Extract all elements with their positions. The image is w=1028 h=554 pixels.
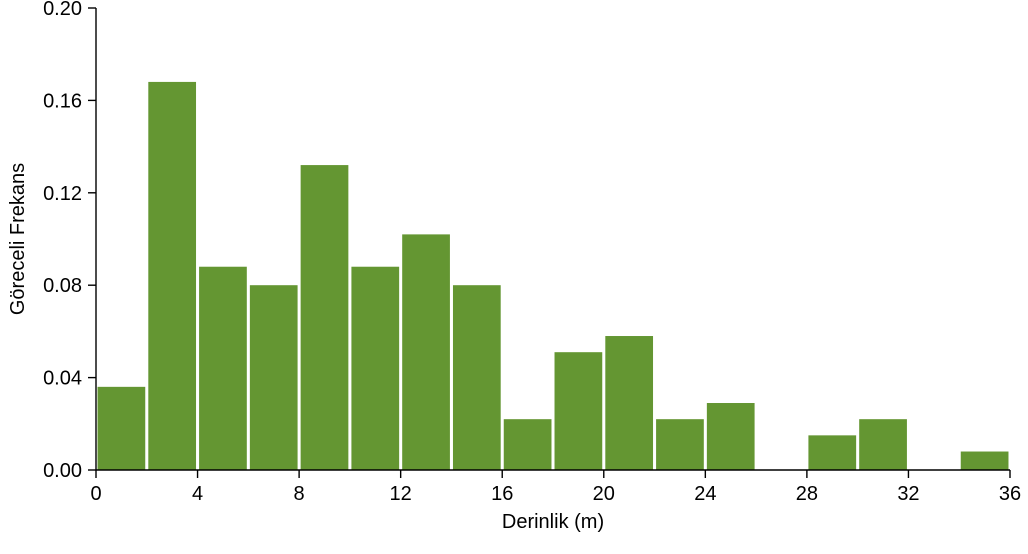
- histogram-bar: [250, 285, 298, 470]
- histogram-bar: [707, 403, 755, 470]
- histogram-bar: [148, 82, 196, 470]
- histogram-bar: [301, 165, 349, 470]
- x-tick-label: 20: [593, 483, 615, 505]
- x-tick-label: 32: [897, 483, 919, 505]
- histogram-bar: [808, 435, 856, 470]
- histogram-bar: [504, 419, 552, 470]
- histogram-bar: [656, 419, 704, 470]
- y-tick-label: 0.08: [43, 275, 82, 297]
- histogram-bar: [98, 387, 146, 470]
- histogram-chart: 0 4 8 12 16 20 24 28 32 36 0.00 0.04 0.08 0.12 0.16 0.2…: [0, 0, 1028, 554]
- x-tick-label: 4: [192, 483, 203, 505]
- x-tick-label: 36: [999, 483, 1021, 505]
- y-tick-label: 0.12: [43, 183, 82, 205]
- histogram-bar: [402, 234, 450, 470]
- histogram-bar: [605, 336, 653, 470]
- y-tick-label: 0.04: [43, 368, 82, 390]
- histogram-bar: [453, 285, 501, 470]
- x-tick-label: 0: [90, 483, 101, 505]
- histogram-bar: [555, 352, 603, 470]
- chart-svg: 0 4 8 12 16 20 24 28 32 36 0.00 0.04 0.08 0.12 0.16 0.2…: [0, 0, 1028, 554]
- y-axis-title: Göreceli Frekans: [7, 163, 29, 315]
- histogram-bar: [199, 267, 247, 470]
- y-tick-label: 0.16: [43, 90, 82, 112]
- x-tick-label: 16: [491, 483, 513, 505]
- x-tick-label: 12: [390, 483, 412, 505]
- x-tick-label: 8: [294, 483, 305, 505]
- y-tick-label: 0.20: [43, 0, 82, 20]
- x-axis-title: Derinlik (m): [502, 511, 604, 533]
- y-tick-label: 0.00: [43, 460, 82, 482]
- histogram-bar: [351, 267, 399, 470]
- x-tick-label: 24: [694, 483, 716, 505]
- x-tick-label: 28: [796, 483, 818, 505]
- histogram-bar: [961, 452, 1009, 470]
- histogram-bar: [859, 419, 907, 470]
